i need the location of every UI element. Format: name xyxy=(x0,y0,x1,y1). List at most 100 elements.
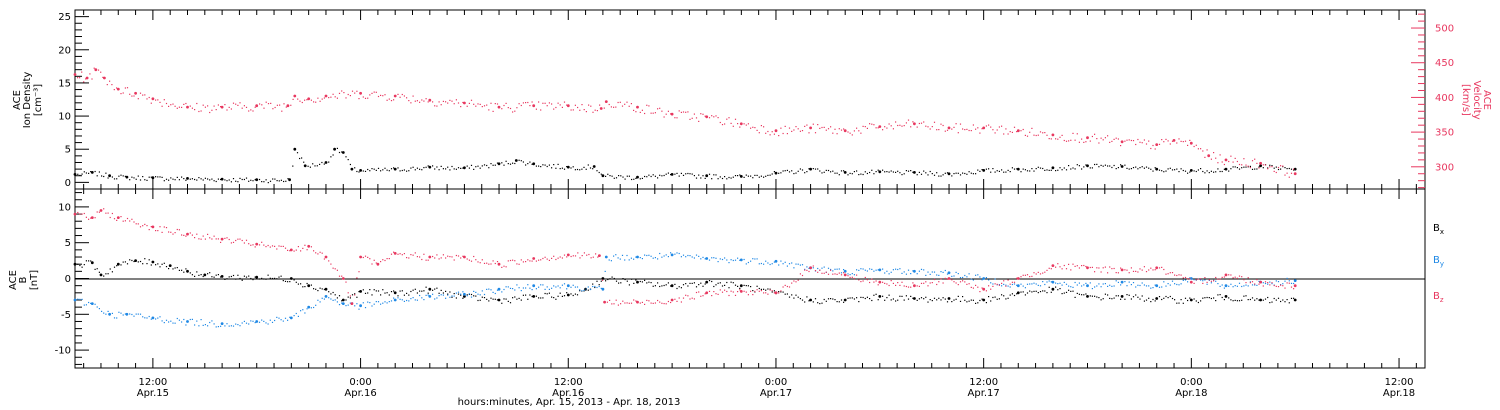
top-series-pink-sample xyxy=(317,97,319,99)
b-series-pink-sample xyxy=(274,245,276,247)
top-series-black-sample xyxy=(890,170,892,172)
top-series-pink-sample xyxy=(384,94,386,96)
top-series-black-point xyxy=(1189,169,1193,172)
top-series-pink-sample xyxy=(689,118,691,120)
b-series-black-sample xyxy=(263,278,265,280)
b-series-pink-sample xyxy=(232,241,235,243)
top-series-pink-sample xyxy=(375,91,377,93)
b-series-pink-sample xyxy=(1171,272,1174,274)
top-series-black-sample xyxy=(118,175,120,177)
b-series-black-sample xyxy=(445,290,447,292)
b-series-black-sample xyxy=(639,280,641,283)
b-series-blue-sample xyxy=(345,305,347,307)
top-series-black-sample xyxy=(176,176,178,178)
b-series-blue-sample xyxy=(1089,282,1091,284)
b-series-black-point xyxy=(359,290,362,293)
top-series-pink-point xyxy=(307,97,311,101)
b-series-pink-sample xyxy=(438,258,440,260)
b-series-black-sample xyxy=(525,294,527,296)
top-series-black-sample xyxy=(635,177,637,179)
b-series-black-sample xyxy=(1020,291,1022,293)
top-series-black-sample xyxy=(611,175,613,177)
top-series-pink-sample xyxy=(462,101,464,104)
b-series-pink-sample xyxy=(590,257,592,259)
top-series-black-sample xyxy=(1029,170,1031,172)
top-series-pink-sample xyxy=(91,78,93,80)
b-series-pink-sample xyxy=(1249,282,1251,284)
top-series-black-point xyxy=(1016,167,1020,171)
b-series-pink-sample xyxy=(419,256,421,258)
b-series-black-sample xyxy=(457,293,460,295)
b-series-black-sample xyxy=(315,288,317,290)
b-series-blue-sample xyxy=(972,279,974,281)
b-series-blue-sample xyxy=(304,312,306,314)
top-series-black-sample xyxy=(1206,170,1208,172)
b-series-pink-sample xyxy=(356,277,358,279)
b-series-blue-sample xyxy=(300,310,302,312)
top-series-black-sample xyxy=(892,171,894,173)
top-series-pink-sample xyxy=(198,110,200,113)
b-series-blue-sample xyxy=(944,269,946,272)
b-series-black-sample xyxy=(1024,294,1026,296)
b-series-black-sample xyxy=(849,297,851,299)
top-series-black-sample xyxy=(364,170,367,172)
top-series-pink-point xyxy=(1051,133,1055,137)
top-series-pink-sample xyxy=(272,108,274,110)
top-series-black-sample xyxy=(204,177,206,179)
b-series-pink-sample xyxy=(994,283,996,285)
top-series-pink-point xyxy=(73,73,77,76)
b-series-pink-sample xyxy=(1130,267,1132,269)
b-series-pink-sample xyxy=(1169,272,1171,274)
top-series-pink-sample xyxy=(646,104,648,106)
top-series-black-sample xyxy=(157,176,159,178)
top-series-black-sample xyxy=(553,164,555,166)
b-series-blue-sample xyxy=(397,297,399,299)
b-series-blue-sample xyxy=(321,297,323,299)
b-series-black-sample xyxy=(295,281,297,283)
b-series-black-sample xyxy=(416,292,418,294)
top-series-pink-sample xyxy=(243,105,245,107)
b-series-pink-sample xyxy=(938,281,940,283)
b-series-pink-sample xyxy=(122,220,124,222)
b-series-blue-sample xyxy=(804,268,806,270)
y-tick-label: 450 xyxy=(1435,58,1454,69)
b-series-pink-sample xyxy=(1026,274,1029,276)
b-series-black-sample xyxy=(869,298,871,300)
b-series-blue-sample xyxy=(1128,281,1130,283)
b-series-black-point xyxy=(497,298,501,302)
b-series-blue-sample xyxy=(594,285,596,288)
b-series-black-sample xyxy=(877,299,879,301)
top-series-black-sample xyxy=(512,162,514,164)
b-series-black-sample xyxy=(1284,301,1286,303)
top-series-pink-sample xyxy=(1187,144,1189,146)
b-series-pink-sample xyxy=(1003,280,1005,282)
b-series-pink-sample xyxy=(1256,279,1258,281)
b-series-blue-sample xyxy=(1256,284,1258,286)
b-series-blue-sample xyxy=(302,309,304,311)
b-series-pink-sample xyxy=(1236,277,1238,279)
b-series-pink-sample xyxy=(1219,278,1221,280)
top-series-black-sample xyxy=(116,178,118,180)
b-series-black-sample xyxy=(1085,293,1087,295)
b-series-pink-sample xyxy=(170,231,172,233)
b-series-black-sample xyxy=(321,288,323,290)
b-series-blue-sample xyxy=(204,324,206,326)
top-series-pink-point xyxy=(94,68,98,72)
top-series-black-sample xyxy=(269,180,272,182)
b-series-pink-sample xyxy=(875,280,877,282)
b-series-black-sample xyxy=(434,288,436,290)
top-series-pink-sample xyxy=(1039,131,1042,133)
top-series-black-sample xyxy=(237,181,239,183)
top-series-pink-sample xyxy=(455,99,457,101)
top-series-black-sample xyxy=(1251,168,1254,170)
b-series-pink-sample xyxy=(611,303,613,305)
b-series-black-sample xyxy=(191,274,193,276)
b-series-blue-sample xyxy=(1165,285,1167,287)
b-series-blue-sample xyxy=(916,273,918,275)
b-series-pink-sample xyxy=(139,226,142,228)
b-series-black-sample xyxy=(1249,298,1251,301)
b-series-black-sample xyxy=(808,300,810,302)
b-series-blue-sample xyxy=(920,268,923,270)
top-series-pink-sample xyxy=(1206,149,1208,151)
